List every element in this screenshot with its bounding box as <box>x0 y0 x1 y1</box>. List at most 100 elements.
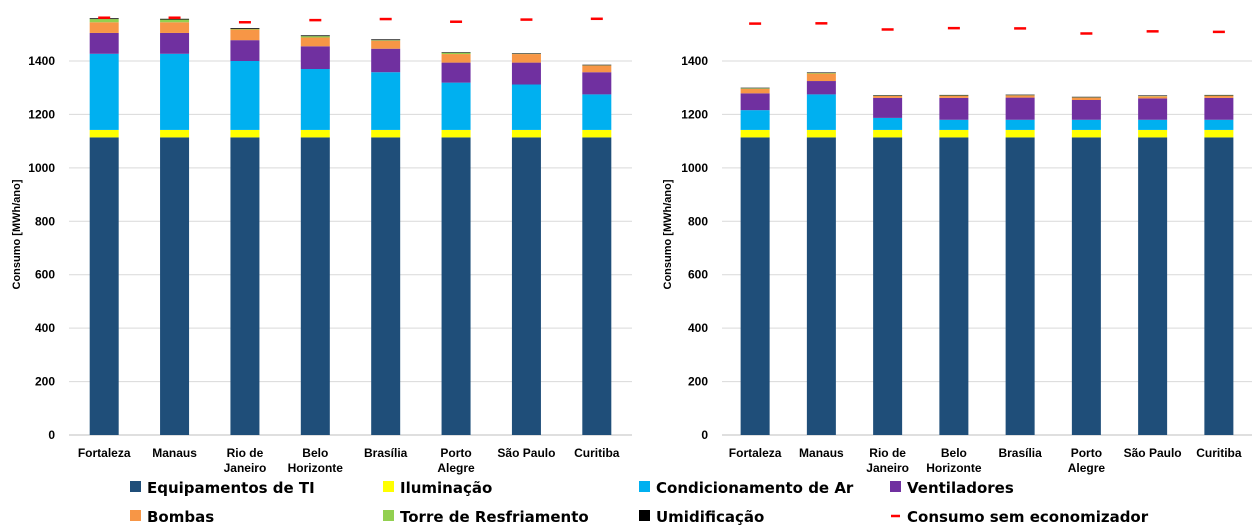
bar-segment-ventiladores <box>160 32 190 54</box>
bar-segment-equipamentos-de-ti <box>582 137 612 435</box>
bar-segment-iluminacao <box>1204 129 1234 138</box>
bar-segment-umidificacao <box>873 95 903 96</box>
bar-segment-umidificacao <box>371 39 401 41</box>
bar-segment-iluminacao <box>1071 129 1101 138</box>
x-tick-label: Fortaleza <box>78 446 131 460</box>
bar-segment-equipamentos-de-ti <box>1071 137 1101 435</box>
y-tick-label: 1200 <box>28 107 55 121</box>
y-tick-label: 600 <box>688 268 708 282</box>
x-tick-label: São Paulo <box>497 446 555 460</box>
bar-segment-bombas <box>1204 95 1234 98</box>
bar-segment-bombas <box>89 22 119 33</box>
bar-segment-equipamentos-de-ti <box>160 137 190 435</box>
bar-segment-umidificacao <box>160 18 190 20</box>
y-tick-label: 0 <box>48 428 55 442</box>
bar-segment-torre-de-resfriamento <box>160 19 190 23</box>
legend-label-ventiladores: Ventiladores <box>907 479 1014 497</box>
bar-segment-bombas <box>441 54 471 63</box>
y-tick-label: 1400 <box>28 54 55 68</box>
bar-segment-bombas <box>1005 95 1035 98</box>
bar-segment-equipamentos-de-ti <box>939 137 969 435</box>
legend-swatch-iluminacao <box>383 481 394 492</box>
bar-segment-equipamentos-de-ti <box>1005 137 1035 435</box>
bar-segment-equipamentos-de-ti <box>1138 137 1168 435</box>
y-tick-label: 200 <box>688 375 708 389</box>
bar-segment-bombas <box>582 65 612 73</box>
legend-swatch-umidificacao <box>639 510 650 521</box>
bar-segment-ventiladores <box>230 40 260 61</box>
bar-segment-ventiladores <box>1138 98 1168 120</box>
bar-segment-condicionamento-de-ar <box>1005 119 1035 130</box>
bar-segment-umidificacao <box>582 64 612 66</box>
x-tick-label: Curitiba <box>574 446 620 460</box>
bar-segment-iluminacao <box>740 129 770 138</box>
x-tick-label: Belo <box>941 446 967 460</box>
x-tick-label: Fortaleza <box>729 446 782 460</box>
bar-segment-iluminacao <box>806 129 836 138</box>
legend-label-consumo-sem-economizador: Consumo sem economizador <box>907 508 1149 526</box>
bar-segment-ventiladores <box>1204 97 1234 120</box>
bar-segment-iluminacao <box>1005 129 1035 138</box>
bar-segment-ventiladores <box>939 97 969 120</box>
bar-segment-condicionamento-de-ar <box>371 72 401 130</box>
bar-segment-torre-de-resfriamento <box>300 36 330 38</box>
y-tick-label: 800 <box>35 214 55 228</box>
bar-segment-bombas <box>873 95 903 98</box>
bar-segment-umidificacao <box>1005 94 1035 96</box>
bar-segment-condicionamento-de-ar <box>740 110 770 130</box>
bar-segment-condicionamento-de-ar <box>89 53 119 130</box>
bar-segment-umidificacao <box>740 87 770 89</box>
bar-segment-equipamentos-de-ti <box>511 137 541 435</box>
bar-segment-iluminacao <box>873 129 903 138</box>
y-tick-label: 400 <box>35 321 55 335</box>
legend: Equipamentos de TI Iluminação Condicioname… <box>130 479 1149 526</box>
bar-segment-bombas <box>1071 97 1101 101</box>
bar-segment-iluminacao <box>160 129 190 138</box>
y-tick-label: 1200 <box>681 107 708 121</box>
bar-segment-ventiladores <box>873 97 903 118</box>
bar-segment-condicionamento-de-ar <box>873 117 903 130</box>
y-tick-label: 1000 <box>681 161 708 175</box>
bar-segment-torre-de-resfriamento <box>740 88 770 89</box>
x-tick-label: Rio de <box>869 446 906 460</box>
bar-segment-bombas <box>806 73 836 82</box>
x-tick-label: Alegre <box>437 461 475 475</box>
bar-segment-equipamentos-de-ti <box>300 137 330 435</box>
bar-segment-ventiladores <box>511 62 541 85</box>
x-tick-label: Alegre <box>1068 461 1106 475</box>
bar-segment-umidificacao <box>806 72 836 74</box>
bar-segment-torre-de-resfriamento <box>371 40 401 41</box>
bar-segment-ventiladores <box>1005 97 1035 120</box>
legend-label-iluminacao: Iluminação <box>400 479 492 497</box>
bar-segment-bombas <box>1138 96 1168 99</box>
bar-segment-ventiladores <box>89 32 119 54</box>
y-tick-label: 800 <box>688 214 708 228</box>
bar-segment-ventiladores <box>441 62 471 83</box>
chart-left: 0 200 400 600 800 1000 1200 1400 Consumo [MWh/an… <box>11 16 632 475</box>
bar-segment-equipamentos-de-ti <box>89 137 119 435</box>
x-tick-label: Manaus <box>152 446 197 460</box>
bar-segment-umidificacao <box>939 94 969 96</box>
x-tick-label: Porto <box>1071 446 1102 460</box>
bar-segment-condicionamento-de-ar <box>582 94 612 130</box>
bar-segment-ventiladores <box>582 72 612 95</box>
bar-segment-condicionamento-de-ar <box>160 53 190 130</box>
legend-swatch-ventiladores <box>890 481 901 492</box>
bar-segment-iluminacao <box>511 129 541 138</box>
legend-swatch-bombas <box>130 510 141 521</box>
bar-segment-ventiladores <box>300 46 330 70</box>
x-tick-label: Porto <box>440 446 471 460</box>
bar-segment-iluminacao <box>89 129 119 138</box>
x-tick-label: São Paulo <box>1124 446 1182 460</box>
x-tick-label: Janeiro <box>224 461 267 475</box>
y-axis-label: Consumo [MWh/ano] <box>11 179 23 289</box>
bar-segment-iluminacao <box>582 129 612 138</box>
bar-segment-equipamentos-de-ti <box>1204 137 1234 435</box>
legend-label-equipamentos-de-ti: Equipamentos de TI <box>147 479 315 497</box>
bar-segment-condicionamento-de-ar <box>806 94 836 130</box>
y-axis-label: Consumo [MWh/ano] <box>662 179 674 289</box>
bar-segment-equipamentos-de-ti <box>371 137 401 435</box>
y-tick-label: 1000 <box>28 161 55 175</box>
x-tick-label: Rio de <box>227 446 264 460</box>
